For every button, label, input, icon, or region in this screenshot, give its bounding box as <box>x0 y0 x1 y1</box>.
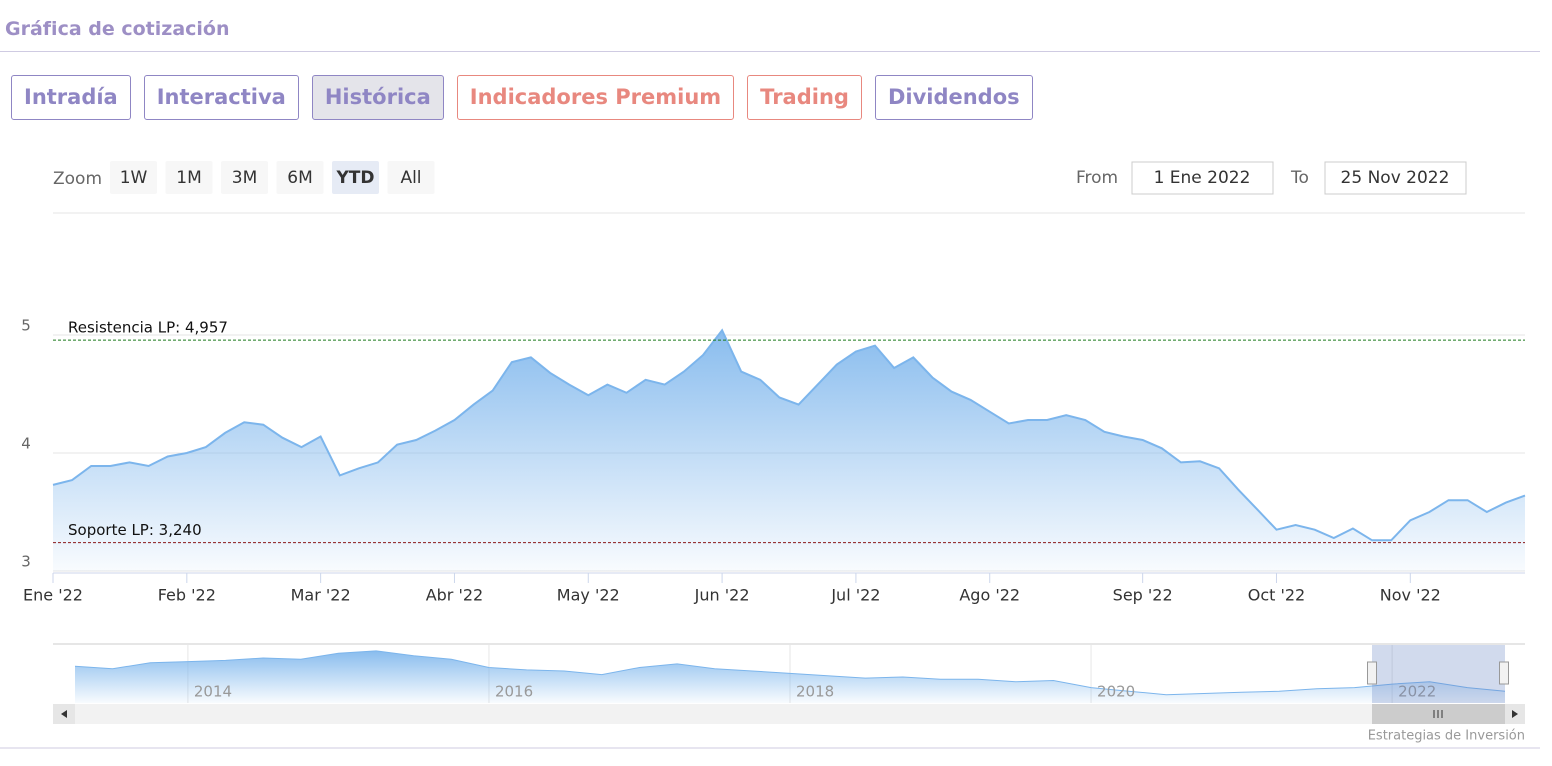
from-label: From <box>1076 168 1118 188</box>
zoom-button[interactable] <box>332 161 379 194</box>
x-tick-label: Jul '22 <box>830 586 880 605</box>
x-tick-label: Mar '22 <box>291 586 351 605</box>
tab[interactable]: Interactiva <box>143 75 299 120</box>
tab[interactable]: Intradía <box>11 75 131 120</box>
navigator-selection[interactable] <box>1372 645 1505 703</box>
y-tick-label: 3 <box>21 553 31 571</box>
x-tick-label: 2018 <box>796 683 834 701</box>
y-tick-label: 5 <box>21 317 31 335</box>
to-value: 25 Nov 2022 <box>1341 168 1450 188</box>
section-title: Gráfica de cotización <box>5 18 230 40</box>
y-tick-label: 4 <box>21 435 31 453</box>
price-line <box>52 328 1526 542</box>
x-tick-label: 2022 <box>1398 683 1436 701</box>
from-value: 1 Ene 2022 <box>1154 168 1251 188</box>
zoom-button-label[interactable]: 1W <box>120 168 148 188</box>
scrollbar-track <box>53 704 1525 724</box>
plot-line-label: Soporte LP: 3,240 <box>68 521 202 539</box>
x-tick-label: Feb '22 <box>158 586 216 605</box>
plot-line-label: Resistencia LP: 4,957 <box>68 319 228 337</box>
tab[interactable]: Trading <box>747 75 862 120</box>
navigator-handle[interactable] <box>1367 661 1377 685</box>
x-tick-label: 2014 <box>194 683 232 701</box>
x-tick-label: Ene '22 <box>23 586 83 605</box>
x-tick-label: Oct '22 <box>1248 586 1306 605</box>
x-tick-label: 2016 <box>495 683 533 701</box>
x-tick-label: Sep '22 <box>1113 586 1173 605</box>
zoom-button[interactable] <box>110 161 157 194</box>
zoom-button[interactable] <box>221 161 268 194</box>
tab-bar: Intradía Interactiva Histórica Indicadores … <box>11 75 1033 120</box>
x-tick-label: Abr '22 <box>426 586 484 605</box>
price-line <box>74 650 1506 696</box>
divider <box>0 51 1540 52</box>
zoom-button-label[interactable]: YTD <box>335 168 374 188</box>
date-input[interactable] <box>1131 161 1274 195</box>
zoom-button[interactable] <box>387 161 435 194</box>
arrow-right <box>1512 710 1518 718</box>
tab[interactable]: Indicadores Premium <box>456 75 735 120</box>
arrow-left <box>61 710 67 718</box>
navigator-handle[interactable] <box>1499 661 1509 685</box>
zoom-label: Zoom <box>53 169 102 189</box>
x-tick-label: Ago '22 <box>959 586 1020 605</box>
to-label: To <box>1290 168 1309 188</box>
credit: Estrategias de Inversión <box>1368 729 1525 744</box>
zoom-button[interactable] <box>276 161 324 194</box>
area-fill <box>53 330 1525 571</box>
tab[interactable]: Dividendos <box>874 75 1033 120</box>
zoom-button-label[interactable]: All <box>400 168 421 188</box>
x-tick-label: Jun '22 <box>694 586 750 605</box>
tab[interactable]: Histórica <box>311 75 444 120</box>
zoom-button-label[interactable]: 6M <box>287 168 312 188</box>
zoom-button-label[interactable]: 1M <box>176 168 201 188</box>
zoom-button[interactable] <box>165 161 213 194</box>
x-tick-label: May '22 <box>557 586 620 605</box>
zoom-button-label[interactable]: 3M <box>232 168 257 188</box>
date-input[interactable] <box>1324 161 1467 195</box>
x-tick-label: Nov '22 <box>1380 586 1441 605</box>
x-tick-label: 2020 <box>1097 683 1135 701</box>
area-fill <box>75 650 1505 703</box>
